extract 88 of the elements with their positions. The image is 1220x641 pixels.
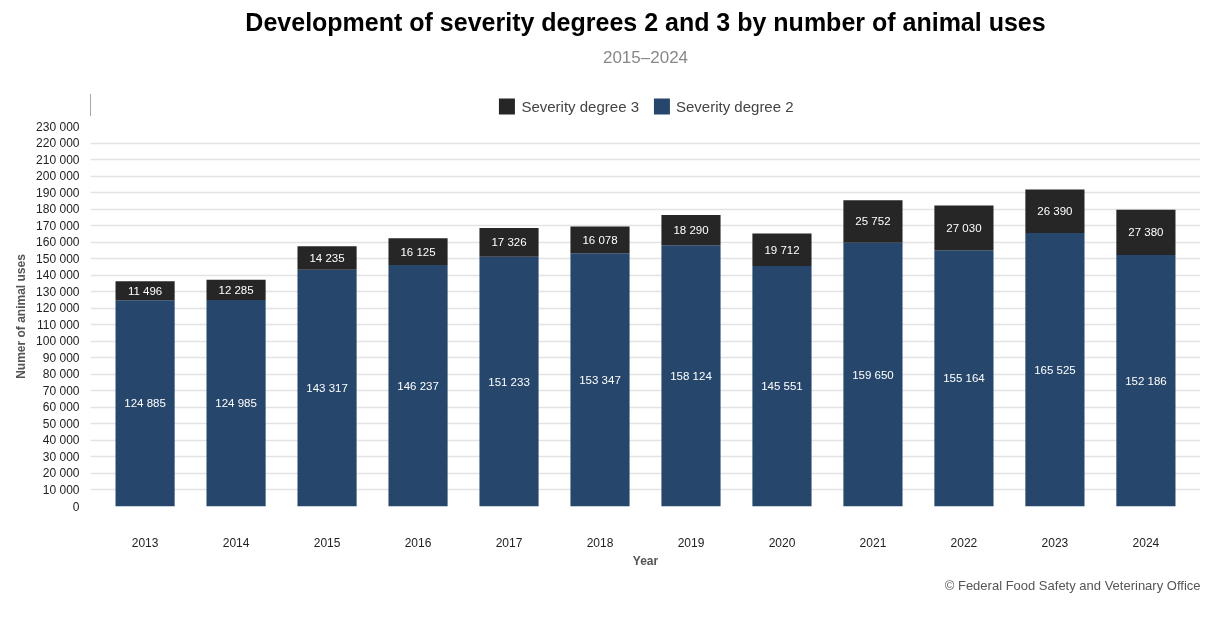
- y-tick-label: 10 000: [42, 482, 80, 497]
- data-label: 145 551: [761, 380, 803, 393]
- y-tick-label: 90 000: [42, 350, 80, 365]
- bar: [479, 228, 539, 257]
- data-label: 165 525: [1034, 363, 1076, 376]
- y-axis-title: Numer of animal uses: [14, 253, 29, 379]
- data-label: 16 078: [582, 233, 618, 246]
- bar: [661, 245, 721, 507]
- y-tick-label: 100 000: [36, 334, 80, 349]
- bar: [752, 233, 812, 267]
- x-tick-label: 2016: [404, 535, 432, 550]
- x-tick-label: 2013: [131, 535, 159, 550]
- data-label: 146 237: [397, 379, 439, 392]
- y-tick-label: 20 000: [42, 466, 80, 481]
- y-tick-label: 170 000: [36, 218, 80, 233]
- data-label: 159 650: [852, 368, 894, 381]
- data-label: 152 186: [1125, 374, 1167, 387]
- bar: [752, 266, 812, 507]
- chart-subtitle: 2015–2024: [602, 47, 689, 67]
- bar: [661, 215, 721, 246]
- y-tick-label: 230 000: [36, 119, 80, 134]
- data-label: 14 235: [309, 251, 345, 264]
- y-tick-label: 140 000: [36, 268, 80, 283]
- data-label: 11 496: [127, 284, 163, 297]
- data-label: 151 233: [488, 375, 530, 388]
- data-label: 158 124: [670, 369, 713, 382]
- x-tick-label: 2014: [222, 535, 250, 550]
- x-tick-label: 2024: [1132, 535, 1160, 550]
- legend-label: Severity degree 2: [676, 97, 794, 115]
- bar: [479, 256, 539, 507]
- data-label: 19 712: [764, 243, 800, 256]
- chart-title: Development of severity degrees 2 and 3 by number of animal uses: [245, 7, 1046, 36]
- y-tick-label: 210 000: [36, 152, 80, 167]
- data-label: 153 347: [579, 373, 621, 386]
- data-label: 155 164: [943, 372, 986, 385]
- data-label: 124 985: [215, 397, 257, 410]
- y-tick-label: 220 000: [36, 136, 80, 151]
- x-tick-label: 2022: [950, 535, 978, 550]
- y-tick-label: 180 000: [36, 202, 80, 217]
- y-tick-label: 30 000: [42, 449, 80, 464]
- bar: [297, 269, 357, 507]
- y-tick-label: 50 000: [42, 416, 80, 431]
- y-tick-label: 110 000: [37, 317, 80, 332]
- data-label: 27 380: [1128, 226, 1164, 239]
- y-tick-label: 0: [72, 499, 80, 514]
- x-tick-label: 2017: [495, 535, 523, 550]
- x-tick-label: 2020: [768, 535, 796, 550]
- y-tick-label: 70 000: [42, 383, 80, 398]
- y-tick-label: 160 000: [36, 235, 80, 250]
- bar: [1025, 233, 1085, 507]
- x-tick-label: 2021: [859, 535, 887, 550]
- bar: [843, 200, 903, 243]
- data-label: 18 290: [673, 224, 709, 237]
- bar: [206, 300, 266, 507]
- bar: [297, 246, 357, 270]
- data-label: 12 285: [218, 283, 254, 296]
- bar: [388, 238, 448, 265]
- data-label: 26 390: [1037, 205, 1073, 218]
- bar: [1116, 255, 1176, 507]
- x-tick-label: 2023: [1041, 535, 1069, 550]
- y-tick-label: 150 000: [36, 251, 80, 266]
- data-label: 25 752: [855, 215, 891, 228]
- bar: [934, 250, 994, 507]
- text: © Federal Food Safety and Veterinary Office: [944, 577, 1201, 593]
- data-label: 17 326: [491, 236, 527, 249]
- x-axis-title: Year: [632, 553, 659, 568]
- bar: [388, 264, 448, 507]
- data-label: 124 885: [124, 397, 166, 410]
- bar: [1116, 209, 1176, 256]
- data-label: 143 317: [306, 382, 348, 395]
- bar: [843, 242, 903, 507]
- x-tick-label: 2019: [677, 535, 705, 550]
- y-tick-label: 40 000: [42, 433, 80, 448]
- y-tick-label: 190 000: [36, 185, 80, 200]
- y-tick-label: 80 000: [42, 367, 80, 382]
- data-label: 16 125: [400, 245, 436, 258]
- y-tick-label: 120 000: [36, 301, 80, 316]
- data-label: 27 030: [946, 221, 982, 234]
- x-tick-label: 2018: [586, 535, 614, 550]
- legend-label: Severity degree 3: [521, 97, 639, 115]
- bar: [934, 205, 994, 251]
- y-tick-label: 130 000: [36, 284, 80, 299]
- y-tick-label: 200 000: [36, 169, 80, 184]
- bar: [570, 253, 630, 507]
- bar: [1025, 189, 1085, 234]
- bar: [115, 300, 175, 507]
- y-tick-label: 60 000: [42, 400, 80, 415]
- x-tick-label: 2015: [313, 535, 341, 550]
